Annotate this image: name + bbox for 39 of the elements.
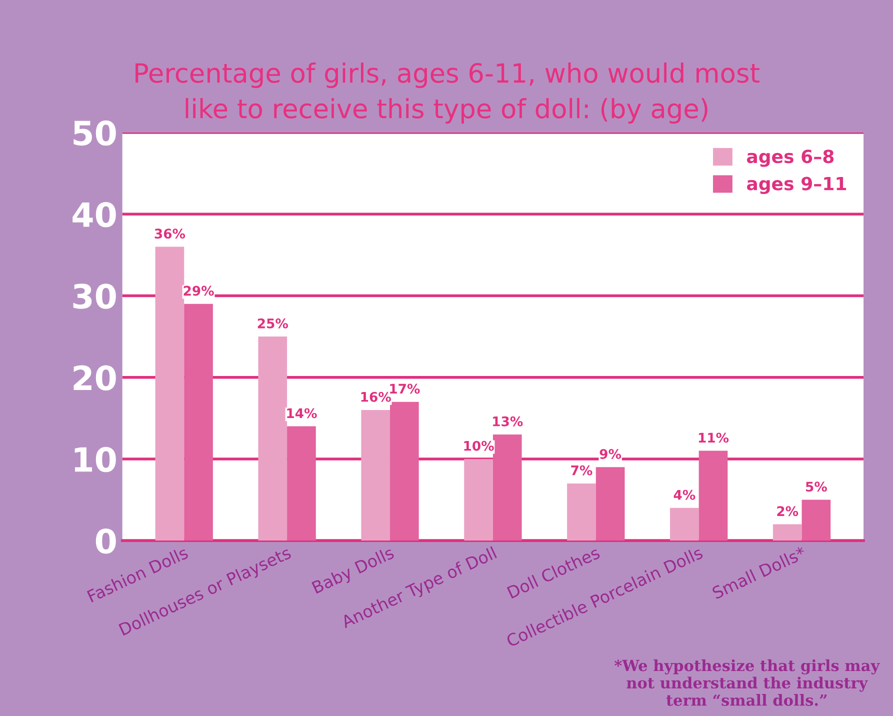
bar [802, 500, 831, 541]
data-label: 14% [287, 408, 317, 418]
legend-label: ages 9–11 [746, 176, 846, 194]
y-tick-label: 20 [74, 365, 116, 390]
data-label: 29% [184, 286, 214, 296]
data-label: 7% [571, 465, 592, 476]
y-tick-label: 40 [72, 202, 116, 228]
data-label: 11% [698, 432, 729, 443]
data-label: 16% [361, 392, 391, 402]
bar [596, 467, 625, 541]
chart-title: Percentage of girls, ages 6-11, who would most like to receive this type of doll: (by age) [136, 62, 760, 124]
bar [390, 402, 419, 541]
data-label: 4% [674, 490, 696, 500]
x-tick-label: Baby Dolls [311, 546, 396, 597]
bar [567, 483, 596, 541]
data-label: 5% [806, 482, 827, 492]
bar [155, 246, 184, 541]
data-label: 10% [464, 440, 494, 451]
bar [361, 410, 390, 541]
bar [464, 458, 493, 541]
data-label: 9% [600, 449, 622, 460]
y-tick-label: 50 [74, 120, 116, 146]
data-label: 13% [493, 416, 523, 426]
data-label: 17% [390, 384, 420, 394]
bar [258, 336, 288, 541]
bar [670, 508, 699, 541]
data-label: 2% [777, 506, 798, 516]
data-label: 36% [154, 228, 186, 239]
bar [772, 524, 802, 541]
bar [698, 450, 728, 541]
legend-label: ages 6–8 [746, 150, 834, 167]
data-label: 25% [258, 318, 288, 328]
y-tick-label: 0 [96, 528, 116, 554]
bar [184, 304, 213, 541]
y-tick-label: 30 [73, 284, 116, 309]
text: *We hypothesize that girls may not understand the industry term “small dolls.” [614, 659, 880, 706]
y-tick-label: 10 [74, 446, 116, 472]
bar [287, 426, 316, 541]
bar [492, 434, 522, 541]
